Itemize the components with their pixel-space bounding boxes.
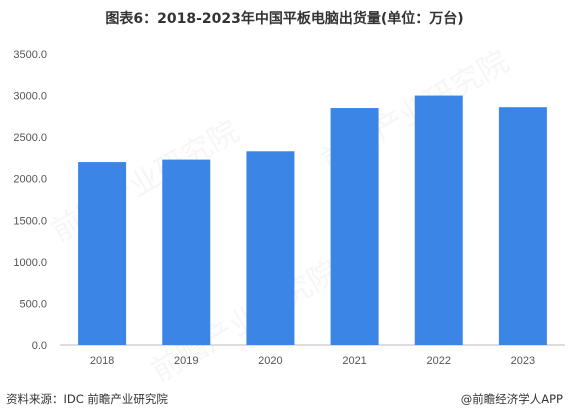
x-tick-label: 2021 [342, 355, 366, 367]
y-tick-label: 1500.0 [13, 215, 47, 227]
bar-2022 [414, 95, 463, 345]
watermark-text: 前瞻产业研究院 [46, 114, 245, 249]
source-note: 资料来源：IDC 前瞻产业研究院 [6, 392, 168, 406]
x-axis: 2018 2019 2020 2021 2022 2023 [90, 355, 535, 367]
x-tick-label: 2020 [258, 355, 282, 367]
bar-2021 [330, 108, 379, 346]
y-tick-label: 3000.0 [13, 91, 47, 103]
bar-2019 [162, 159, 211, 345]
y-tick-label: 2500.0 [13, 132, 47, 144]
brand-credit: @前瞻经济学人APP [461, 391, 563, 407]
y-tick-label: 2000.0 [13, 174, 47, 186]
bars-group [78, 95, 547, 346]
brand-credit-text: @前瞻经济学人APP [460, 392, 563, 406]
x-tick-label: 2019 [174, 355, 198, 367]
x-tick-label: 2018 [90, 355, 114, 367]
x-tick-label: 2022 [427, 355, 451, 367]
y-tick-label: 1000.0 [13, 257, 47, 269]
chart-title: 图表6：2018-2023年中国平板电脑出货量(单位：万台) [105, 11, 464, 27]
y-tick-label: 3500.0 [13, 49, 47, 61]
x-tick-label: 2023 [511, 355, 535, 367]
bar-2020 [246, 151, 295, 345]
y-tick-label: 500.0 [19, 298, 47, 310]
bar-2018 [78, 162, 127, 345]
y-tick-label: 0.0 [32, 340, 47, 352]
y-axis: 0.0 500.0 1000.0 1500.0 2000.0 2500.0 3000.0 35… [13, 49, 47, 352]
bar-2023 [498, 107, 547, 345]
